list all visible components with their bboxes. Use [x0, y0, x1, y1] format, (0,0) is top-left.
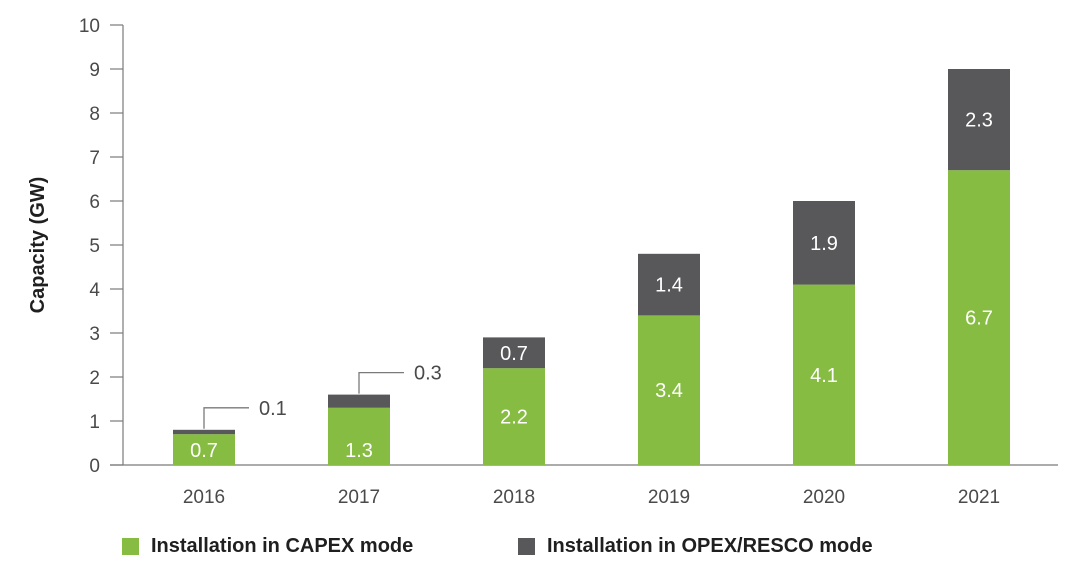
- x-tick-label: 2018: [493, 487, 535, 508]
- y-tick-label: 3: [89, 324, 100, 345]
- y-tick-label: 10: [79, 16, 100, 37]
- bar-capex: [173, 434, 235, 465]
- y-tick-label: 8: [89, 104, 100, 125]
- x-tick-label: 2019: [648, 487, 690, 508]
- bar-opex: [638, 253, 700, 316]
- x-tick-label: 2017: [338, 487, 380, 508]
- leader-line: [358, 371, 404, 394]
- bar-opex: [328, 394, 390, 408]
- bar-opex: [173, 429, 235, 435]
- legend-swatch-capex: [122, 538, 139, 555]
- x-tick-label: 2020: [803, 487, 845, 508]
- legend-item-opex: Installation in OPEX/RESCO mode: [518, 535, 873, 558]
- bar-capex: [638, 315, 700, 465]
- bar-opex: [793, 201, 855, 285]
- x-tick-label: 2021: [958, 487, 1000, 508]
- data-label-opex: 0.7: [500, 343, 528, 365]
- y-tick-label: 4: [89, 280, 100, 301]
- y-tick-label: 9: [89, 60, 100, 81]
- bar-opex: [483, 337, 545, 369]
- legend-swatch-opex: [518, 538, 535, 555]
- legend-label-opex: Installation in OPEX/RESCO mode: [547, 535, 873, 557]
- data-label-opex: 1.4: [655, 275, 683, 297]
- data-label-capex: 2.2: [500, 407, 528, 429]
- legend-label-capex: Installation in CAPEX mode: [151, 535, 414, 557]
- data-label-capex: 6.7: [965, 308, 993, 330]
- leader-line: [203, 407, 249, 429]
- data-label-capex: 3.4: [655, 380, 683, 402]
- x-tick-label: 2016: [183, 487, 225, 508]
- data-label-opex: 1.9: [810, 233, 838, 255]
- y-tick-label: 1: [89, 412, 100, 433]
- legend-item-capex: Installation in CAPEX mode: [122, 535, 413, 558]
- bar-capex: [328, 407, 390, 465]
- y-tick-label: 7: [89, 148, 100, 169]
- bar-capex: [793, 284, 855, 465]
- bar-capex: [483, 368, 545, 465]
- y-tick-label: 5: [89, 236, 100, 257]
- y-tick-label: 6: [89, 192, 100, 213]
- bar-opex: [948, 69, 1010, 171]
- data-label-capex: 1.3: [345, 440, 373, 462]
- data-label-opex: 0.3: [414, 363, 442, 385]
- y-tick-label: 0: [89, 456, 100, 477]
- data-label-capex: 4.1: [810, 365, 838, 387]
- y-tick-label: 2: [89, 368, 100, 389]
- data-label-opex: 0.1: [259, 398, 287, 420]
- data-label-opex: 2.3: [965, 110, 993, 132]
- bar-capex: [948, 170, 1010, 465]
- y-axis-title: Capacity (GW): [27, 177, 49, 314]
- data-label-capex: 0.7: [190, 440, 218, 462]
